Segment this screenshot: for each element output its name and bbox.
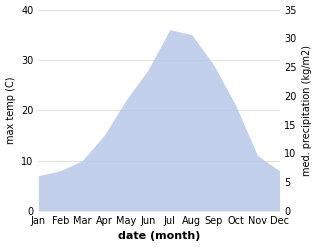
Y-axis label: max temp (C): max temp (C): [5, 77, 16, 144]
X-axis label: date (month): date (month): [118, 231, 200, 242]
Y-axis label: med. precipitation (kg/m2): med. precipitation (kg/m2): [302, 45, 313, 176]
